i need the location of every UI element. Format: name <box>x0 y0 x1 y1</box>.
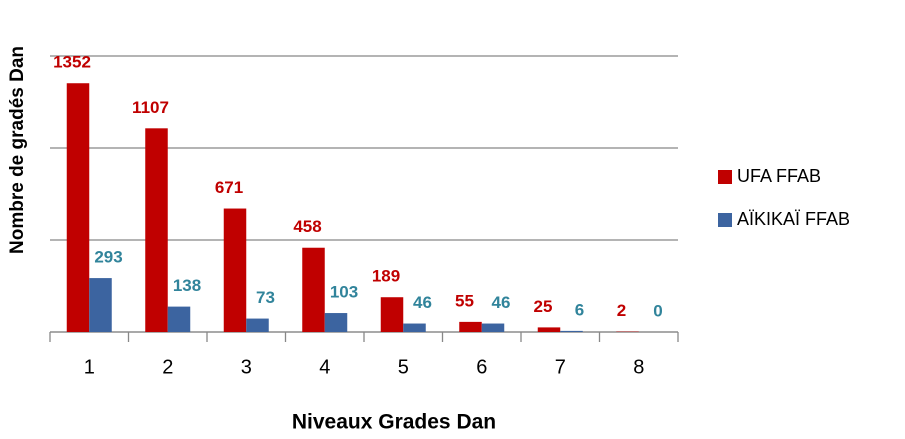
data-label: 73 <box>256 288 275 307</box>
x-tick-label: 6 <box>476 356 487 378</box>
data-label: 189 <box>372 267 400 286</box>
bar <box>324 313 348 332</box>
x-tick-label: 8 <box>633 356 644 378</box>
bar <box>66 83 90 333</box>
bar <box>89 278 112 332</box>
data-label: 671 <box>215 178 243 197</box>
bar <box>302 247 325 332</box>
data-label: 6 <box>575 300 584 319</box>
bar <box>481 323 505 332</box>
x-axis-title: Niveaux Grades Dan <box>292 411 496 434</box>
bar <box>223 208 247 332</box>
x-tick-label: 1 <box>84 356 95 378</box>
bar <box>459 321 482 332</box>
legend-label: UFA FFAB <box>737 166 821 186</box>
data-label: 1107 <box>132 98 169 117</box>
x-tick-label: 5 <box>398 356 409 378</box>
data-label: 2 <box>617 301 626 320</box>
bar <box>380 297 404 332</box>
legend-label: AÏKIKAÏ FFAB <box>737 209 850 229</box>
data-label: 46 <box>492 293 511 312</box>
legend-swatch <box>718 213 732 227</box>
bar <box>560 330 583 332</box>
data-label: 103 <box>330 283 358 302</box>
bar <box>246 318 269 332</box>
bar <box>145 128 168 332</box>
data-label: 458 <box>293 217 321 236</box>
data-label: 55 <box>455 291 474 310</box>
data-label: 138 <box>173 276 201 295</box>
bar <box>537 327 561 332</box>
x-tick-label: 2 <box>162 356 173 378</box>
x-tick-label: 7 <box>555 356 566 378</box>
data-label: 46 <box>413 293 432 312</box>
legend-swatch <box>718 170 732 184</box>
x-tick-label: 3 <box>241 356 252 378</box>
y-axis-title: Nombre de gradés Dan <box>7 46 28 254</box>
data-label: 25 <box>534 297 553 316</box>
data-label: 1352 <box>53 53 91 72</box>
data-label: 293 <box>94 248 122 267</box>
data-label: 0 <box>653 301 662 320</box>
x-tick-label: 4 <box>319 356 330 378</box>
bar <box>403 323 426 332</box>
bar <box>167 306 191 332</box>
